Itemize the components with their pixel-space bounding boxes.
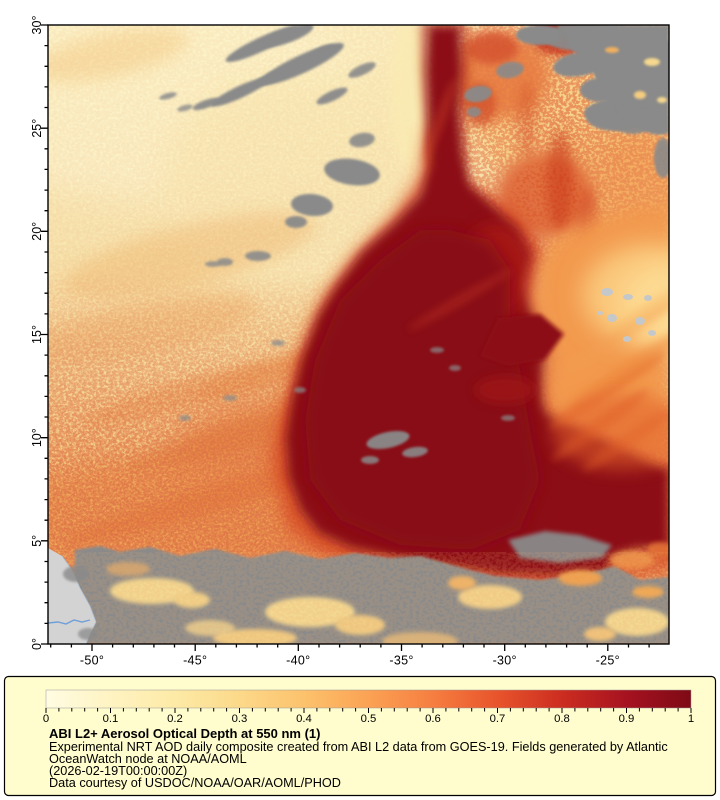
svg-text:15°: 15° [30, 325, 44, 344]
svg-text:-35°: -35° [389, 654, 413, 668]
svg-text:-45°: -45° [183, 654, 207, 668]
svg-text:0.7: 0.7 [490, 713, 506, 725]
svg-text:Experimental NRT AOD daily com: Experimental NRT AOD daily composite cre… [49, 740, 668, 754]
svg-text:-40°: -40° [286, 654, 310, 668]
svg-text:-30°: -30° [493, 654, 517, 668]
svg-text:0.9: 0.9 [619, 713, 635, 725]
svg-text:0.6: 0.6 [425, 713, 441, 725]
svg-text:0: 0 [43, 713, 49, 725]
svg-text:5°: 5° [30, 535, 44, 547]
svg-text:0.8: 0.8 [554, 713, 570, 725]
svg-text:-50°: -50° [80, 654, 104, 668]
svg-text:(2026-02-19T00:00:00Z): (2026-02-19T00:00:00Z) [49, 764, 187, 778]
svg-text:0.3: 0.3 [232, 713, 248, 725]
svg-text:Data courtesy of USDOC/NOAA/OA: Data courtesy of USDOC/NOAA/OAR/AOML/PHO… [49, 776, 341, 790]
svg-text:0.5: 0.5 [361, 713, 377, 725]
svg-text:20°: 20° [30, 222, 44, 241]
svg-text:0.1: 0.1 [103, 713, 119, 725]
svg-text:25°: 25° [30, 119, 44, 138]
svg-text:0.4: 0.4 [296, 713, 312, 725]
svg-text:1: 1 [688, 713, 694, 725]
svg-text:0°: 0° [30, 638, 44, 650]
svg-text:-25°: -25° [596, 654, 620, 668]
svg-text:30°: 30° [30, 16, 44, 35]
svg-text:10°: 10° [30, 428, 44, 447]
svg-text:0.2: 0.2 [167, 713, 183, 725]
svg-text:ABI L2+ Aerosol Optical Depth: ABI L2+ Aerosol Optical Depth at 550 nm … [49, 726, 321, 741]
svg-text:OceanWatch node at NOAA/AOML: OceanWatch node at NOAA/AOML [49, 752, 247, 766]
